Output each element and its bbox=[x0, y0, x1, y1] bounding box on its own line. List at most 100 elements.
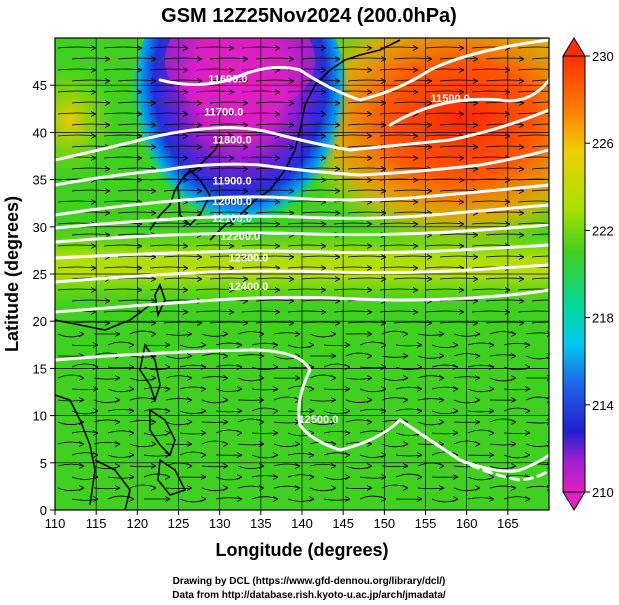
streamline bbox=[163, 57, 203, 60]
streamline-arrowhead bbox=[472, 232, 479, 238]
streamline bbox=[333, 134, 373, 137]
plot-area: 11600.0 11700.0 11800.0 11900.0 12000.0 12100… bbox=[55, 38, 549, 510]
streamline-arrowhead bbox=[308, 474, 315, 480]
streamline-arrowhead bbox=[288, 276, 295, 282]
streamline-arrowhead bbox=[546, 485, 549, 491]
streamline-arrowhead bbox=[288, 298, 295, 304]
streamline-arrowhead bbox=[366, 485, 373, 491]
streamline-arrowhead bbox=[182, 67, 189, 73]
streamline bbox=[71, 101, 111, 104]
streamline bbox=[439, 321, 479, 324]
streamline bbox=[531, 145, 549, 148]
streamline bbox=[471, 222, 511, 225]
streamline-arrowhead bbox=[92, 342, 99, 348]
streamline bbox=[425, 134, 465, 137]
streamline bbox=[143, 386, 171, 390]
y-tick-label: 0 bbox=[40, 503, 47, 518]
streamline-arrowhead bbox=[412, 243, 419, 249]
streamline bbox=[215, 497, 243, 500]
streamline bbox=[301, 299, 341, 302]
streamline-arrowhead bbox=[200, 452, 207, 458]
streamline bbox=[241, 200, 281, 203]
streamline bbox=[165, 398, 193, 401]
streamline-arrowhead bbox=[150, 441, 157, 447]
streamline bbox=[287, 112, 327, 115]
streamline bbox=[117, 167, 157, 170]
streamline-arrowhead bbox=[504, 309, 511, 315]
streamline-arrowhead bbox=[458, 243, 465, 249]
streamline bbox=[209, 145, 249, 148]
streamline-arrowhead bbox=[510, 331, 517, 337]
streamline-arrowhead bbox=[334, 100, 341, 106]
streamline-arrowhead bbox=[92, 364, 99, 370]
streamline-arrowhead bbox=[412, 89, 419, 95]
streamline-arrowhead bbox=[164, 364, 171, 370]
streamline-arrowhead bbox=[236, 408, 243, 414]
streamline-arrowhead bbox=[128, 452, 135, 458]
x-axis-label: Longitude (degrees) bbox=[215, 540, 388, 560]
streamline-arrowhead bbox=[164, 496, 171, 502]
streamline-arrowhead bbox=[488, 452, 495, 458]
streamline bbox=[149, 68, 189, 71]
streamline-arrowhead bbox=[344, 496, 351, 502]
streamline bbox=[103, 156, 143, 159]
streamline-arrowhead bbox=[366, 309, 373, 315]
streamline bbox=[531, 321, 549, 324]
colorbar-tick-label: 218 bbox=[592, 311, 614, 326]
streamline-arrowhead bbox=[426, 100, 433, 106]
x-tick-label: 145 bbox=[332, 516, 354, 531]
streamline bbox=[471, 288, 511, 291]
streamline-arrowhead bbox=[504, 89, 511, 95]
streamline bbox=[149, 266, 189, 269]
streamline-arrowhead bbox=[274, 221, 281, 227]
streamline-arrowhead bbox=[518, 254, 525, 260]
streamline bbox=[287, 453, 315, 456]
streamline-arrowhead bbox=[402, 375, 409, 381]
streamline-arrowhead bbox=[366, 89, 373, 95]
streamline-arrowhead bbox=[518, 210, 525, 216]
streamline bbox=[347, 123, 387, 126]
streamline bbox=[241, 222, 281, 225]
x-tick-label: 140 bbox=[291, 516, 313, 531]
streamline bbox=[439, 255, 479, 258]
streamline bbox=[453, 376, 481, 379]
streamline-arrowhead bbox=[458, 177, 465, 183]
streamline bbox=[431, 432, 459, 435]
streamline bbox=[195, 112, 235, 115]
streamline-arrowhead bbox=[186, 419, 193, 425]
streamline bbox=[393, 255, 433, 258]
streamline-arrowhead bbox=[164, 430, 171, 436]
streamline bbox=[287, 288, 327, 291]
streamline bbox=[195, 90, 235, 93]
streamline-arrowhead bbox=[128, 408, 135, 414]
streamline-arrowhead bbox=[150, 419, 157, 425]
streamline bbox=[57, 441, 85, 445]
contour-label: 12500.0 bbox=[299, 414, 339, 426]
streamline-arrowhead bbox=[474, 419, 481, 425]
streamline bbox=[273, 421, 301, 424]
streamline-arrowhead bbox=[546, 463, 549, 469]
streamline-arrowhead bbox=[426, 78, 433, 84]
streamline-arrowhead bbox=[272, 452, 279, 458]
streamline-arrowhead bbox=[380, 188, 387, 194]
contour-label: 12200.0 bbox=[220, 231, 260, 243]
streamline-arrowhead bbox=[438, 331, 445, 337]
streamline-arrowhead bbox=[228, 199, 235, 205]
streamline-arrowhead bbox=[104, 122, 111, 128]
streamline-arrowhead bbox=[412, 67, 419, 73]
streamline-arrowhead bbox=[258, 419, 265, 425]
streamline bbox=[485, 167, 525, 170]
streamline bbox=[323, 388, 351, 390]
streamline-arrowhead bbox=[474, 397, 481, 403]
streamline-arrowhead bbox=[222, 419, 229, 425]
contour-12000 bbox=[55, 203, 549, 230]
streamline-arrowhead bbox=[90, 111, 97, 117]
streamline-arrowhead bbox=[344, 364, 351, 370]
streamline-arrowhead bbox=[412, 287, 419, 293]
streamline bbox=[517, 68, 549, 71]
streamline bbox=[379, 156, 419, 159]
streamline bbox=[517, 178, 549, 181]
streamline bbox=[201, 465, 229, 468]
streamline bbox=[531, 277, 549, 280]
streamline-arrowhead bbox=[438, 353, 445, 359]
